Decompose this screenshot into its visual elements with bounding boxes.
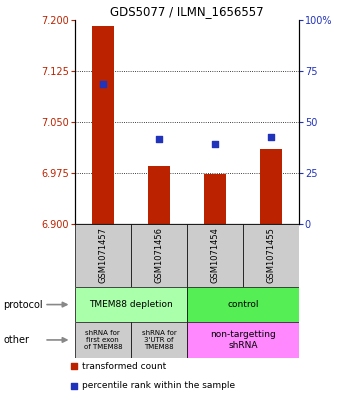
Text: shRNA for
first exon
of TMEM88: shRNA for first exon of TMEM88	[84, 330, 122, 350]
Point	[212, 140, 218, 147]
Bar	[91, 26, 114, 224]
Text: GSM1071457: GSM1071457	[98, 228, 107, 283]
Point	[71, 363, 77, 369]
Bar	[75, 224, 131, 287]
Text: shRNA for
3'UTR of
TMEM88: shRNA for 3'UTR of TMEM88	[141, 330, 176, 350]
Bar	[204, 174, 226, 224]
Bar	[148, 166, 170, 224]
Bar	[243, 224, 299, 287]
Point	[268, 134, 274, 141]
Bar	[187, 322, 299, 358]
Text: transformed count: transformed count	[82, 362, 167, 371]
Text: GSM1071454: GSM1071454	[210, 228, 220, 283]
Bar	[187, 224, 243, 287]
Text: other: other	[3, 335, 29, 345]
Point	[156, 136, 162, 142]
Bar	[260, 149, 282, 224]
Text: protocol: protocol	[3, 299, 43, 310]
Title: GDS5077 / ILMN_1656557: GDS5077 / ILMN_1656557	[110, 6, 264, 18]
Text: TMEM88 depletion: TMEM88 depletion	[89, 300, 173, 309]
Text: control: control	[227, 300, 259, 309]
Bar	[75, 322, 131, 358]
Text: GSM1071455: GSM1071455	[267, 228, 276, 283]
Text: GSM1071456: GSM1071456	[154, 228, 164, 283]
Point	[71, 383, 77, 389]
Bar	[75, 287, 187, 322]
Point	[100, 81, 105, 88]
Bar	[187, 287, 299, 322]
Bar	[131, 224, 187, 287]
Text: non-targetting
shRNA: non-targetting shRNA	[210, 330, 276, 350]
Text: percentile rank within the sample: percentile rank within the sample	[82, 382, 235, 390]
Bar	[131, 322, 187, 358]
